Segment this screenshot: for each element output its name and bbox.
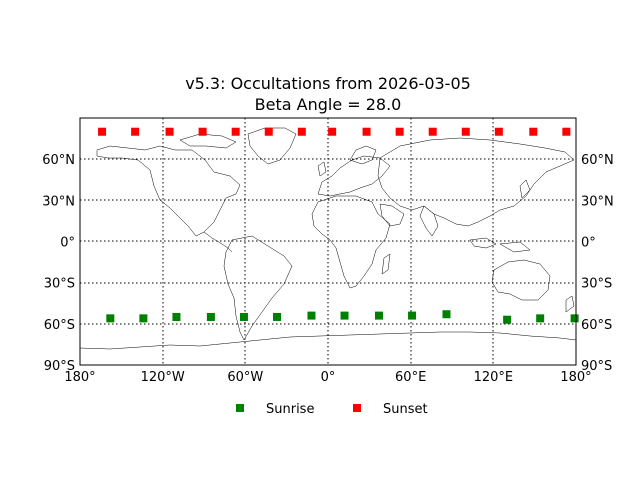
marker-sunrise	[570, 314, 579, 323]
y-tick-label-left: 90°S	[44, 359, 75, 374]
marker-sunset	[494, 127, 503, 136]
marker-sunset	[198, 127, 207, 136]
x-tick-label: 180°	[560, 370, 591, 385]
marker-sunrise	[139, 314, 148, 323]
x-tick-label: 60°E	[395, 370, 426, 385]
x-tick-label: 120°E	[474, 370, 514, 385]
y-tick-label-right: 30°N	[581, 194, 614, 209]
marker-sunrise	[503, 315, 512, 324]
marker-sunrise	[442, 310, 451, 319]
marker-sunset	[328, 127, 337, 136]
marker-sunrise	[239, 312, 248, 321]
x-tick-label: 120°W	[141, 370, 185, 385]
marker-sunset	[165, 127, 174, 136]
legend-label-sunrise: Sunrise	[266, 402, 314, 417]
marker-sunrise	[374, 311, 383, 320]
marker-sunset	[562, 127, 571, 136]
y-tick-label-right: 60°S	[581, 318, 612, 333]
marker-sunset	[395, 127, 404, 136]
legend-marker-sunset	[353, 404, 361, 412]
y-tick-label-left: 30°N	[42, 194, 75, 209]
legend-label-sunset: Sunset	[383, 402, 428, 417]
y-tick-label-right: 30°S	[581, 277, 612, 292]
y-tick-label-left: 0°	[60, 236, 75, 251]
x-tick-label: 60°W	[227, 370, 263, 385]
plot-frame	[79, 117, 577, 366]
marker-sunrise	[206, 312, 215, 321]
y-tick-label-left: 30°S	[44, 277, 75, 292]
marker-sunrise	[340, 311, 349, 320]
marker-sunset	[362, 127, 371, 136]
marker-sunrise	[106, 314, 115, 323]
marker-sunrise	[307, 311, 316, 320]
marker-sunrise	[172, 312, 181, 321]
y-tick-label-left: 60°N	[42, 153, 75, 168]
marker-sunset	[461, 127, 470, 136]
marker-sunset	[529, 127, 538, 136]
marker-sunset	[428, 127, 437, 136]
chart-title: v5.3: Occultations from 2026-03-05	[185, 74, 471, 93]
marker-sunrise	[536, 314, 545, 323]
axis-ticks: 180° 120°W 60°W 0° 60°E 120°E 180°90°S 90°S60°S…	[42, 153, 614, 385]
chart-subtitle: Beta Angle = 28.0	[255, 95, 402, 114]
y-tick-label-right: 60°N	[581, 153, 614, 168]
marker-sunset	[297, 127, 306, 136]
x-tick-label: 180°	[64, 370, 95, 385]
legend: Sunrise Sunset	[236, 402, 428, 417]
marker-sunset	[98, 127, 107, 136]
grid-lines	[80, 118, 576, 365]
marker-sunset	[231, 127, 240, 136]
marker-sunset	[131, 127, 140, 136]
marker-sunrise	[273, 312, 282, 321]
y-tick-label-left: 60°S	[44, 318, 75, 333]
marker-sunrise	[408, 311, 417, 320]
y-tick-label-right: 0°	[581, 236, 596, 251]
marker-sunset	[264, 127, 273, 136]
markers	[98, 127, 579, 324]
y-tick-label-right: 90°S	[581, 359, 612, 374]
x-tick-label: 0°	[321, 370, 336, 385]
legend-marker-sunrise	[236, 404, 244, 412]
plot-area	[79, 117, 579, 366]
